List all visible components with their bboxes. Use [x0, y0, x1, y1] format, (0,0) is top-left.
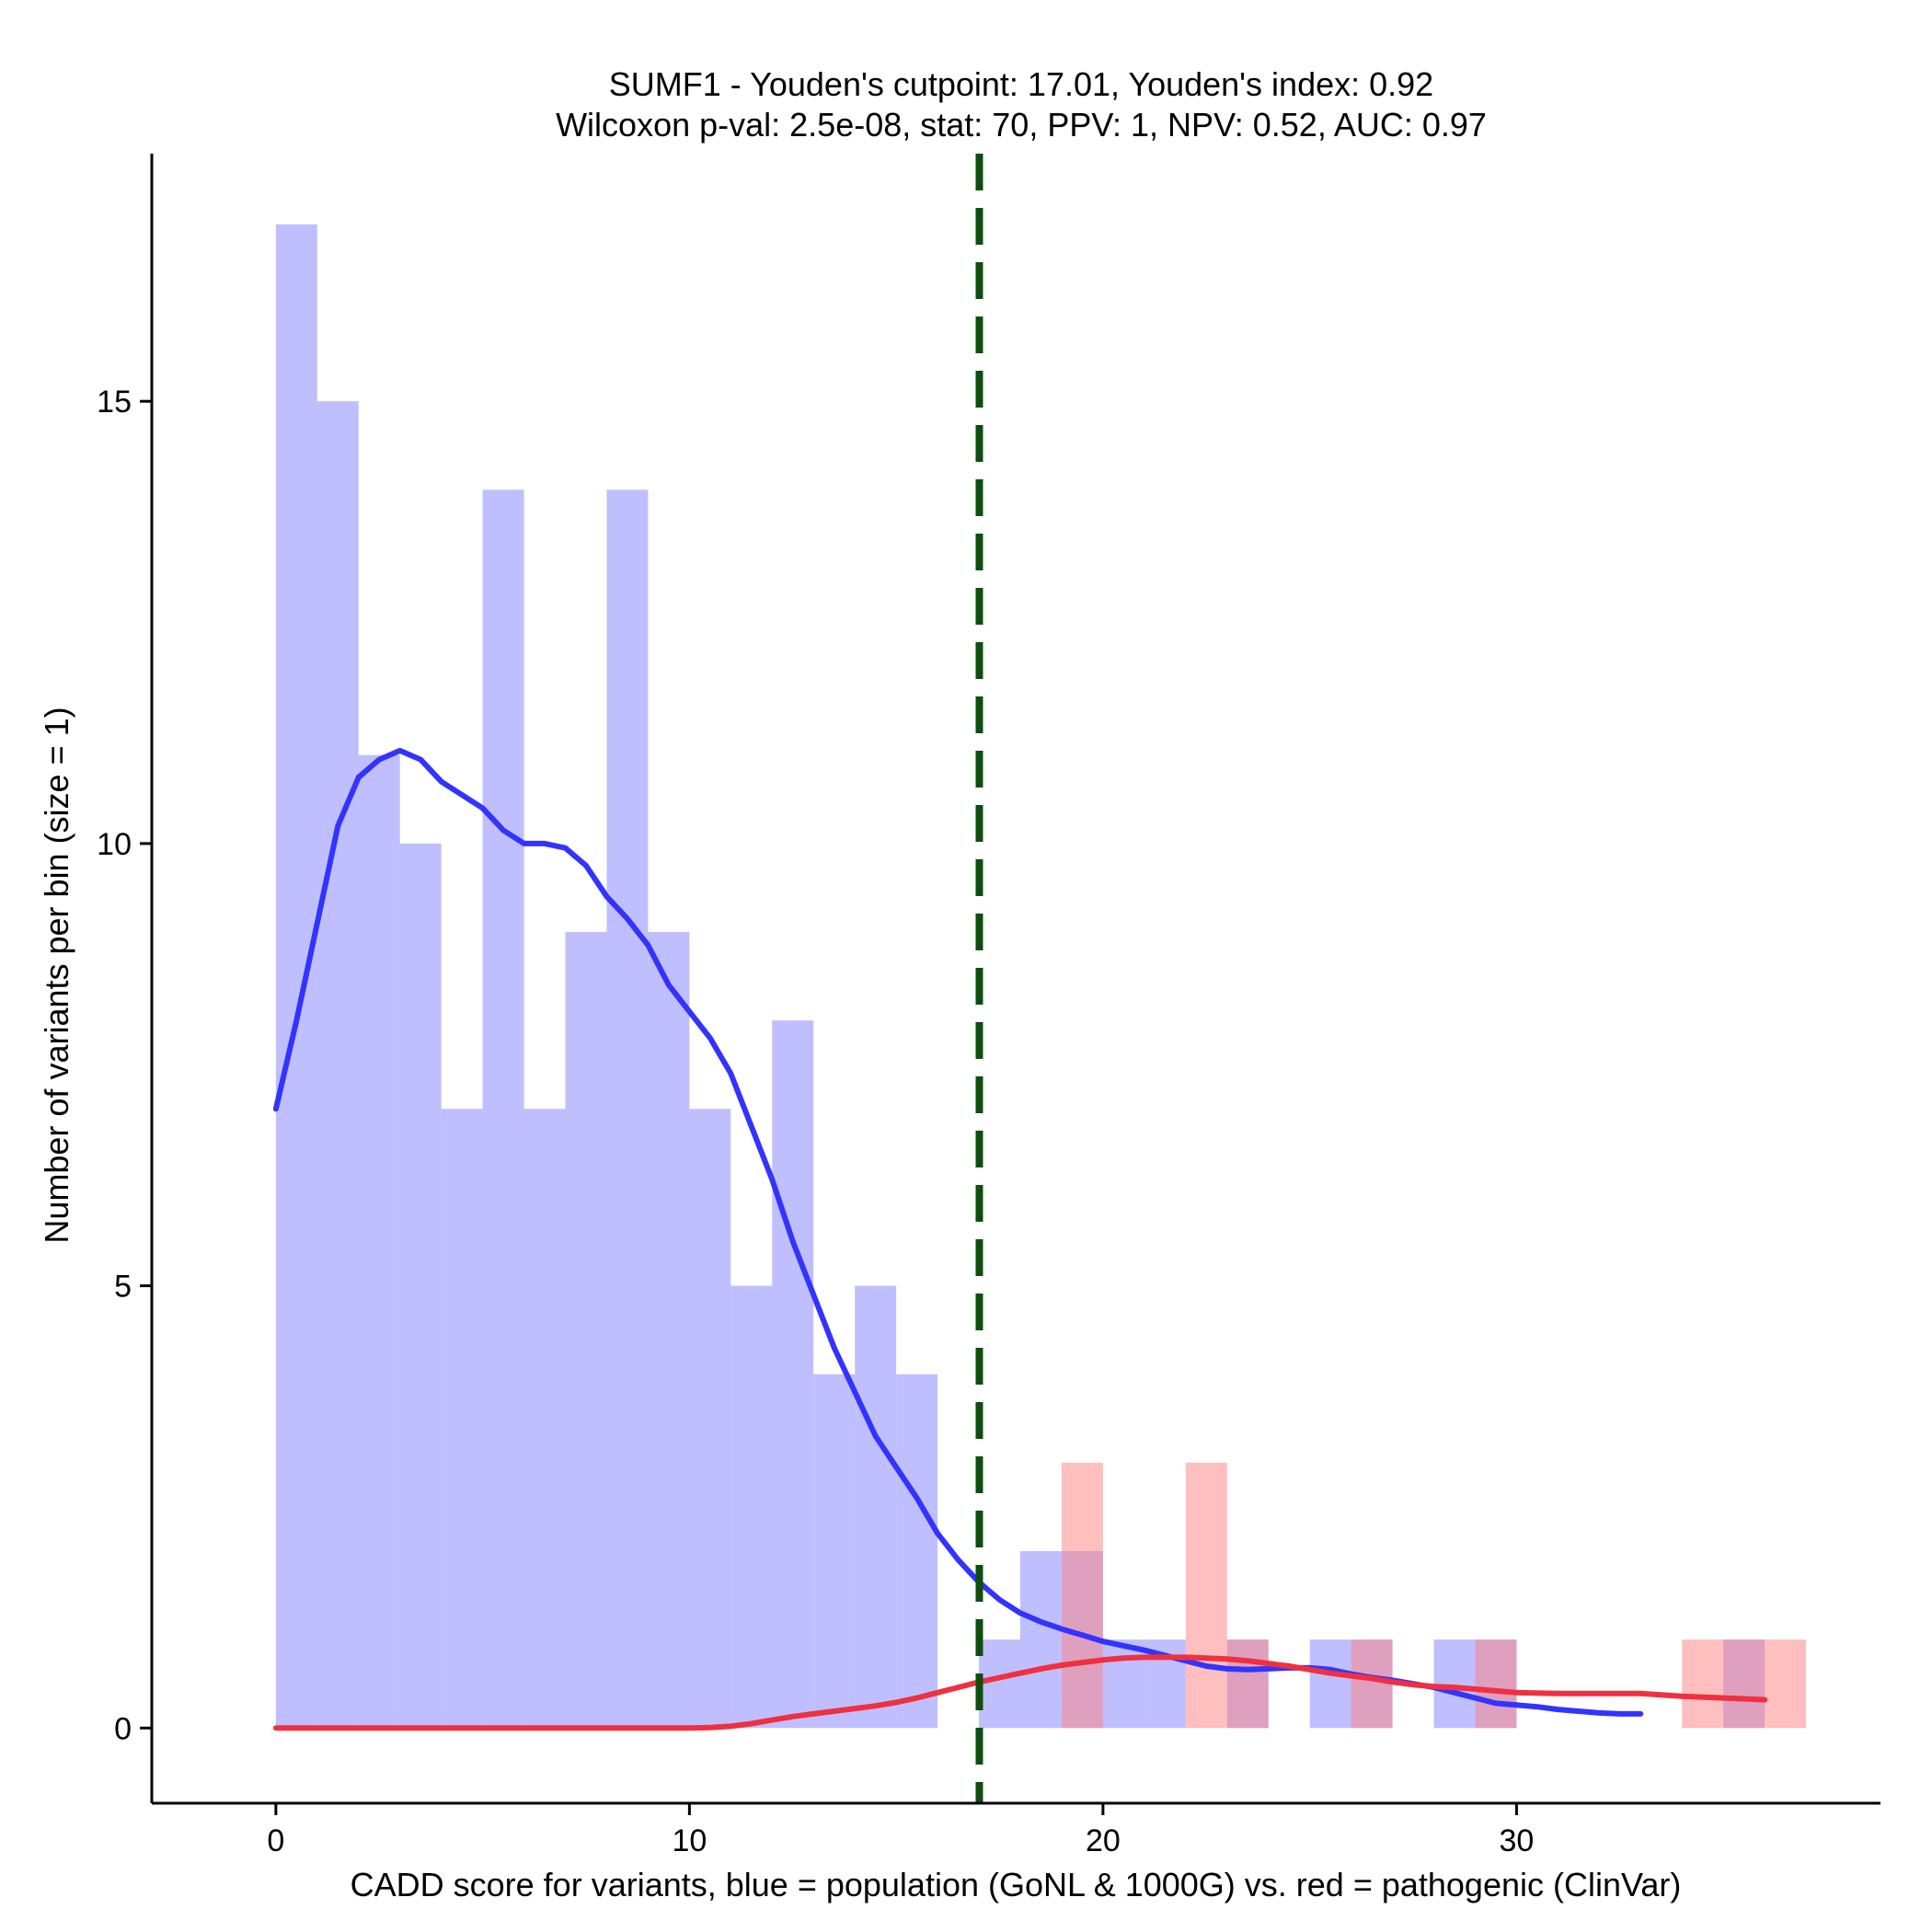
pathogenic-density-line	[272, 1654, 1768, 1731]
y-tick-label: 0	[114, 1711, 132, 1746]
pathogenic-bar-26	[1351, 1639, 1393, 1729]
population-bar-4	[441, 1109, 483, 1729]
y-axis-ticks: 0 5 10 15	[97, 385, 152, 1746]
population-bar-9	[648, 932, 690, 1729]
population-bar-20	[1102, 1639, 1144, 1729]
y-axis-label: Number of variants per bin (size = 1)	[38, 707, 75, 1243]
x-tick-label: 10	[672, 1823, 707, 1858]
x-axis-label: CADD score for variants, blue = populati…	[351, 1866, 1682, 1903]
population-bar-14	[855, 1285, 897, 1729]
population-bar-6	[523, 1109, 566, 1729]
pathogenic-bar-19	[1061, 1462, 1103, 1729]
y-tick-label: 5	[114, 1270, 132, 1305]
pathogenic-bar-34	[1682, 1639, 1724, 1729]
y-tick-label: 15	[97, 385, 132, 420]
chart-title: SUMF1 - Youden's cutpoint: 17.01, Youden…	[609, 65, 1433, 103]
population-bar-5	[482, 489, 524, 1729]
population-bar-18	[1019, 1551, 1062, 1729]
x-tick-label: 20	[1086, 1823, 1121, 1858]
x-tick-label: 0	[267, 1823, 284, 1858]
population-bar-8	[606, 489, 649, 1729]
population-bar-12	[772, 1020, 814, 1729]
population-bar-7	[565, 932, 607, 1729]
y-tick-label: 10	[97, 827, 132, 862]
pathogenic-bar-36	[1765, 1639, 1807, 1729]
population-bar-15	[896, 1374, 938, 1729]
pathogenic-bars	[1061, 1462, 1807, 1729]
chart-subtitle: Wilcoxon p-val: 2.5e-08, stat: 70, PPV: …	[556, 106, 1487, 144]
population-bar-10	[689, 1109, 731, 1729]
x-tick-label: 30	[1500, 1823, 1535, 1858]
pathogenic-bar-35	[1723, 1639, 1765, 1729]
population-bar-3	[399, 843, 442, 1729]
population-bar-11	[730, 1285, 773, 1729]
population-bar-2	[358, 754, 400, 1729]
population-bar-0	[275, 224, 317, 1729]
pathogenic-bar-23	[1226, 1639, 1269, 1729]
population-bars	[275, 224, 1765, 1729]
population-bar-28	[1433, 1639, 1476, 1729]
population-bar-17	[979, 1639, 1020, 1729]
population-bar-13	[813, 1374, 856, 1729]
x-axis-ticks: 0 10 20 30	[267, 1803, 1534, 1858]
population-bar-25	[1309, 1639, 1351, 1729]
pathogenic-bar-22	[1185, 1462, 1227, 1729]
pathogenic-bar-29	[1475, 1639, 1517, 1729]
population-bar-1	[316, 401, 359, 1729]
